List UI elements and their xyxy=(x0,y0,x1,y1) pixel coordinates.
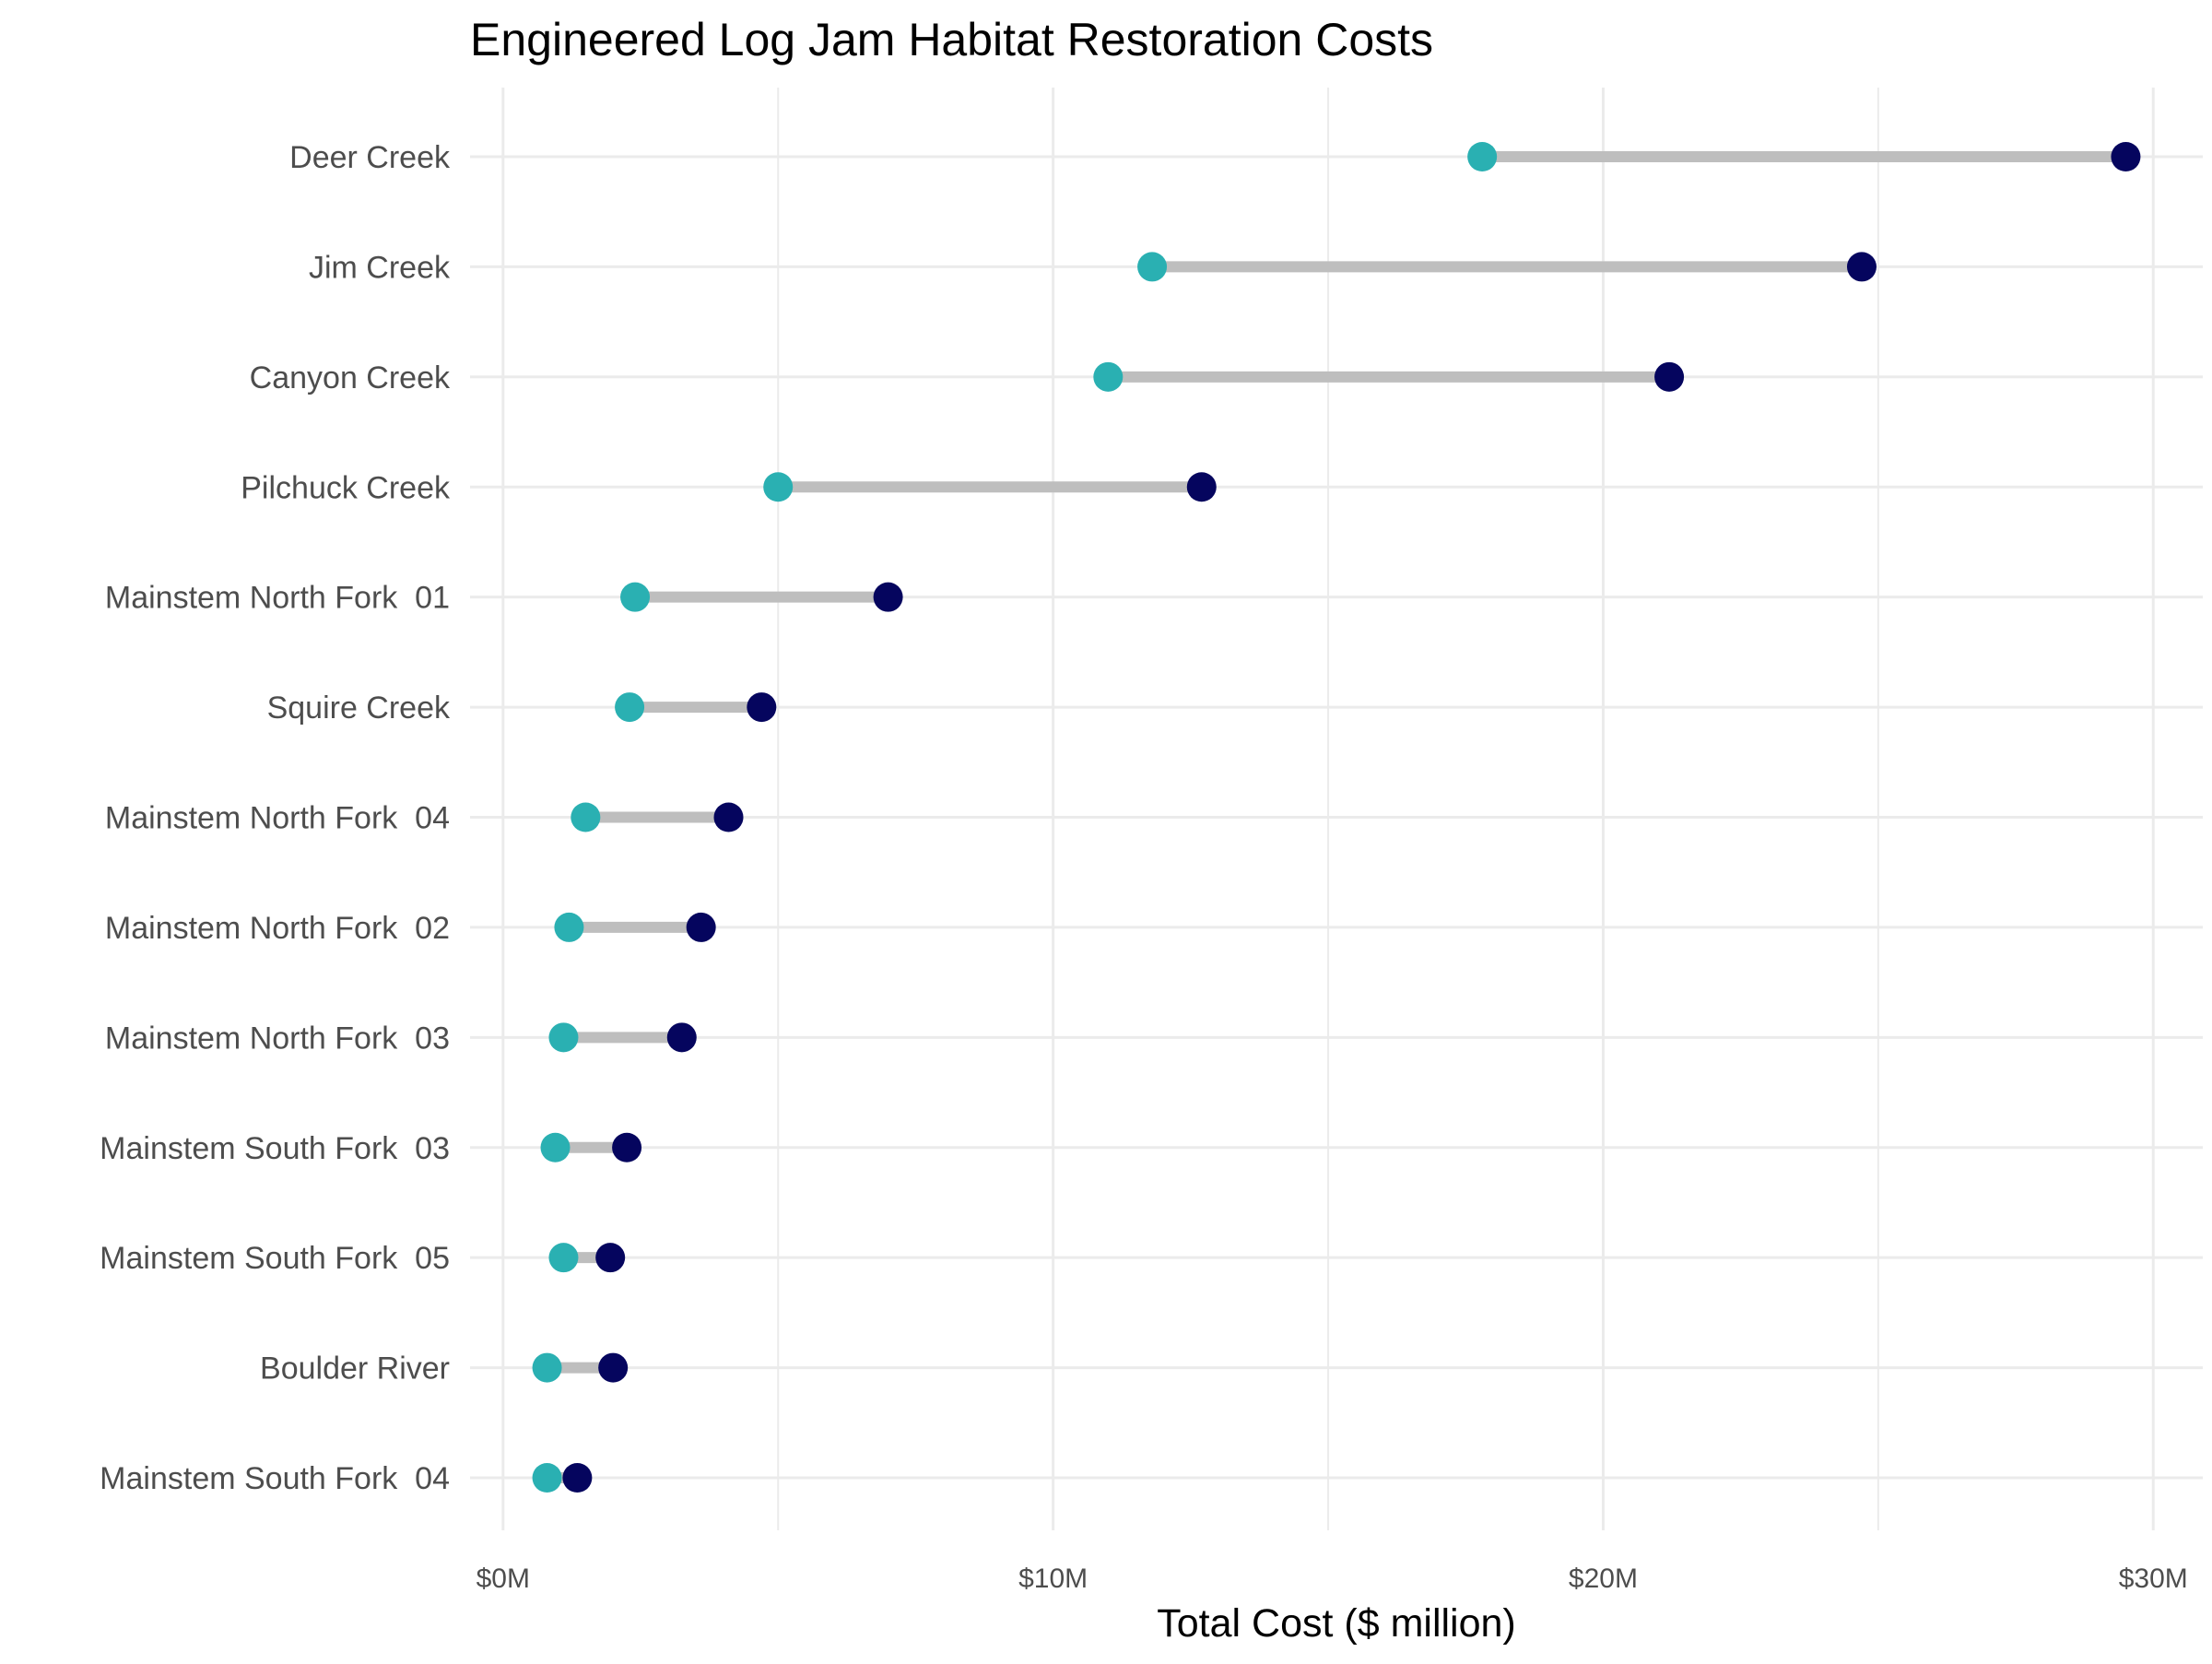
high-cost-point xyxy=(686,912,716,942)
low-cost-point xyxy=(532,1463,562,1493)
low-cost-point xyxy=(1137,252,1168,282)
x-tick-label: $10M xyxy=(1018,1564,1088,1594)
label-layer: Engineered Log Jam Habitat Restoration C… xyxy=(100,14,2188,1646)
x-tick-label: $20M xyxy=(1569,1564,1638,1594)
point-layer xyxy=(532,142,2141,1493)
high-cost-point xyxy=(595,1243,626,1273)
low-cost-point xyxy=(1467,142,1498,171)
chart-title: Engineered Log Jam Habitat Restoration C… xyxy=(470,14,1433,65)
segment-layer xyxy=(547,151,2126,1483)
category-label: Pilchuck Creek xyxy=(241,470,451,505)
high-cost-point xyxy=(612,1132,642,1162)
category-label: Deer Creek xyxy=(289,140,451,175)
category-label: Canyon Creek xyxy=(250,360,451,395)
low-cost-point xyxy=(615,692,645,723)
high-cost-point xyxy=(598,1352,629,1383)
x-tick-label: $30M xyxy=(2119,1564,2188,1594)
high-cost-point xyxy=(1186,472,1217,502)
category-label: Boulder River xyxy=(260,1351,450,1387)
low-cost-point xyxy=(548,1243,579,1273)
category-label: Mainstem South Fork 05 xyxy=(100,1241,450,1276)
low-cost-point xyxy=(540,1132,571,1162)
category-label: Mainstem South Fork 04 xyxy=(100,1461,450,1496)
high-cost-point xyxy=(1654,361,1685,392)
high-cost-point xyxy=(562,1463,593,1493)
category-label: Mainstem South Fork 03 xyxy=(100,1131,450,1166)
low-cost-point xyxy=(620,582,651,612)
category-label: Squire Creek xyxy=(267,690,451,726)
category-label: Mainstem North Fork 01 xyxy=(105,581,450,616)
high-cost-point xyxy=(873,582,903,612)
high-cost-point xyxy=(666,1022,697,1053)
x-tick-label: $0M xyxy=(477,1564,530,1594)
low-cost-point xyxy=(1093,361,1124,392)
low-cost-point xyxy=(548,1022,579,1053)
high-cost-point xyxy=(747,692,777,723)
category-label: Jim Creek xyxy=(309,250,451,285)
low-cost-point xyxy=(532,1352,562,1383)
category-label: Mainstem North Fork 02 xyxy=(105,911,450,946)
category-label: Mainstem North Fork 04 xyxy=(105,801,450,836)
high-cost-point xyxy=(713,802,744,832)
low-cost-point xyxy=(763,472,794,502)
high-cost-point xyxy=(1846,252,1877,282)
low-cost-point xyxy=(571,802,601,832)
x-axis-title: Total Cost ($ million) xyxy=(1157,1601,1516,1646)
high-cost-point xyxy=(2111,142,2141,171)
low-cost-point xyxy=(554,912,584,942)
category-label: Mainstem North Fork 03 xyxy=(105,1021,450,1056)
